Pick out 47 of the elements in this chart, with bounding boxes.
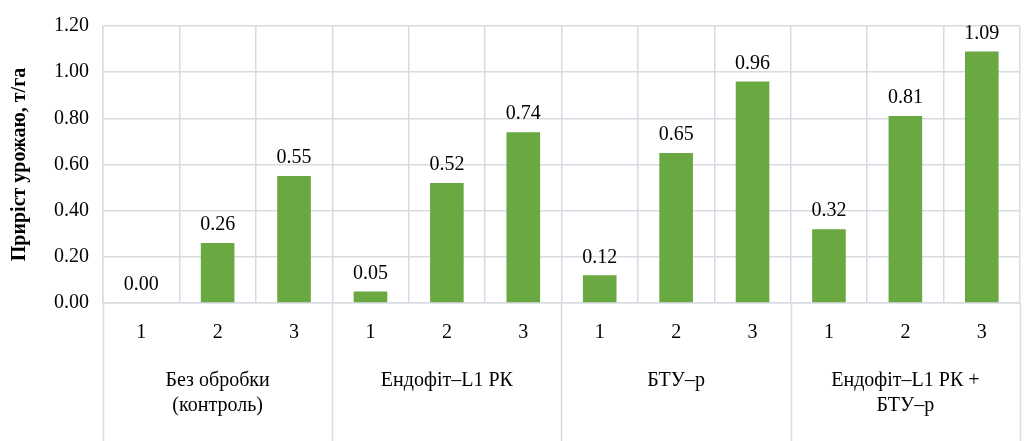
data-label: 0.00 [123, 272, 159, 295]
bar [582, 275, 617, 303]
y-tick-label: 0.20 [54, 244, 89, 267]
bar [277, 176, 311, 303]
y-tick-label: 0.80 [54, 105, 89, 128]
x-tick-label: 1 [136, 320, 147, 343]
data-label: 0.96 [735, 50, 771, 73]
data-label: 0.55 [276, 145, 312, 168]
y-tick-label: 1.00 [54, 59, 89, 82]
bar [964, 51, 999, 303]
x-tick-label: 3 [976, 320, 987, 343]
data-label: 1.09 [964, 20, 1000, 43]
x-tick-label: 3 [289, 320, 300, 343]
bar [353, 291, 388, 303]
data-label: 0.74 [505, 101, 541, 124]
x-tick-label: 2 [441, 320, 452, 343]
data-label: 0.81 [887, 85, 923, 108]
x-tick-label: 1 [594, 320, 605, 343]
data-label: 0.52 [429, 152, 465, 175]
text: БТУ–р [647, 368, 705, 392]
bar [506, 132, 541, 303]
y-axis-title: Приріст урожаю, т/га [7, 67, 31, 262]
x-tick-label: 3 [747, 320, 758, 343]
data-label: 0.32 [811, 198, 847, 221]
x-tick-label: 2 [212, 320, 223, 343]
bar [430, 182, 464, 303]
data-label: 0.05 [352, 260, 388, 283]
bar [735, 81, 770, 303]
x-tick-label: 1 [365, 320, 376, 343]
bar [888, 116, 923, 303]
text: Ендофіт–L1 РК [380, 368, 514, 392]
bar [812, 229, 846, 303]
x-tick-label: 3 [518, 320, 529, 343]
text: Ендофіт–L1 РК + БТУ–р [831, 368, 980, 417]
data-label: 0.26 [200, 212, 236, 235]
bar [659, 152, 693, 303]
x-tick-label: 2 [671, 320, 682, 343]
y-tick-label: 0.40 [54, 197, 89, 220]
x-tick-label: 1 [823, 320, 834, 343]
bar [200, 242, 235, 303]
y-tick-label: 1.20 [54, 13, 89, 36]
y-tick-label: 0.60 [54, 151, 89, 174]
data-label: 0.12 [582, 244, 618, 267]
data-label: 0.65 [658, 122, 694, 145]
text: Без обробки (контроль) [165, 368, 271, 417]
y-tick-label: 0.00 [54, 290, 89, 313]
x-tick-label: 2 [900, 320, 911, 343]
